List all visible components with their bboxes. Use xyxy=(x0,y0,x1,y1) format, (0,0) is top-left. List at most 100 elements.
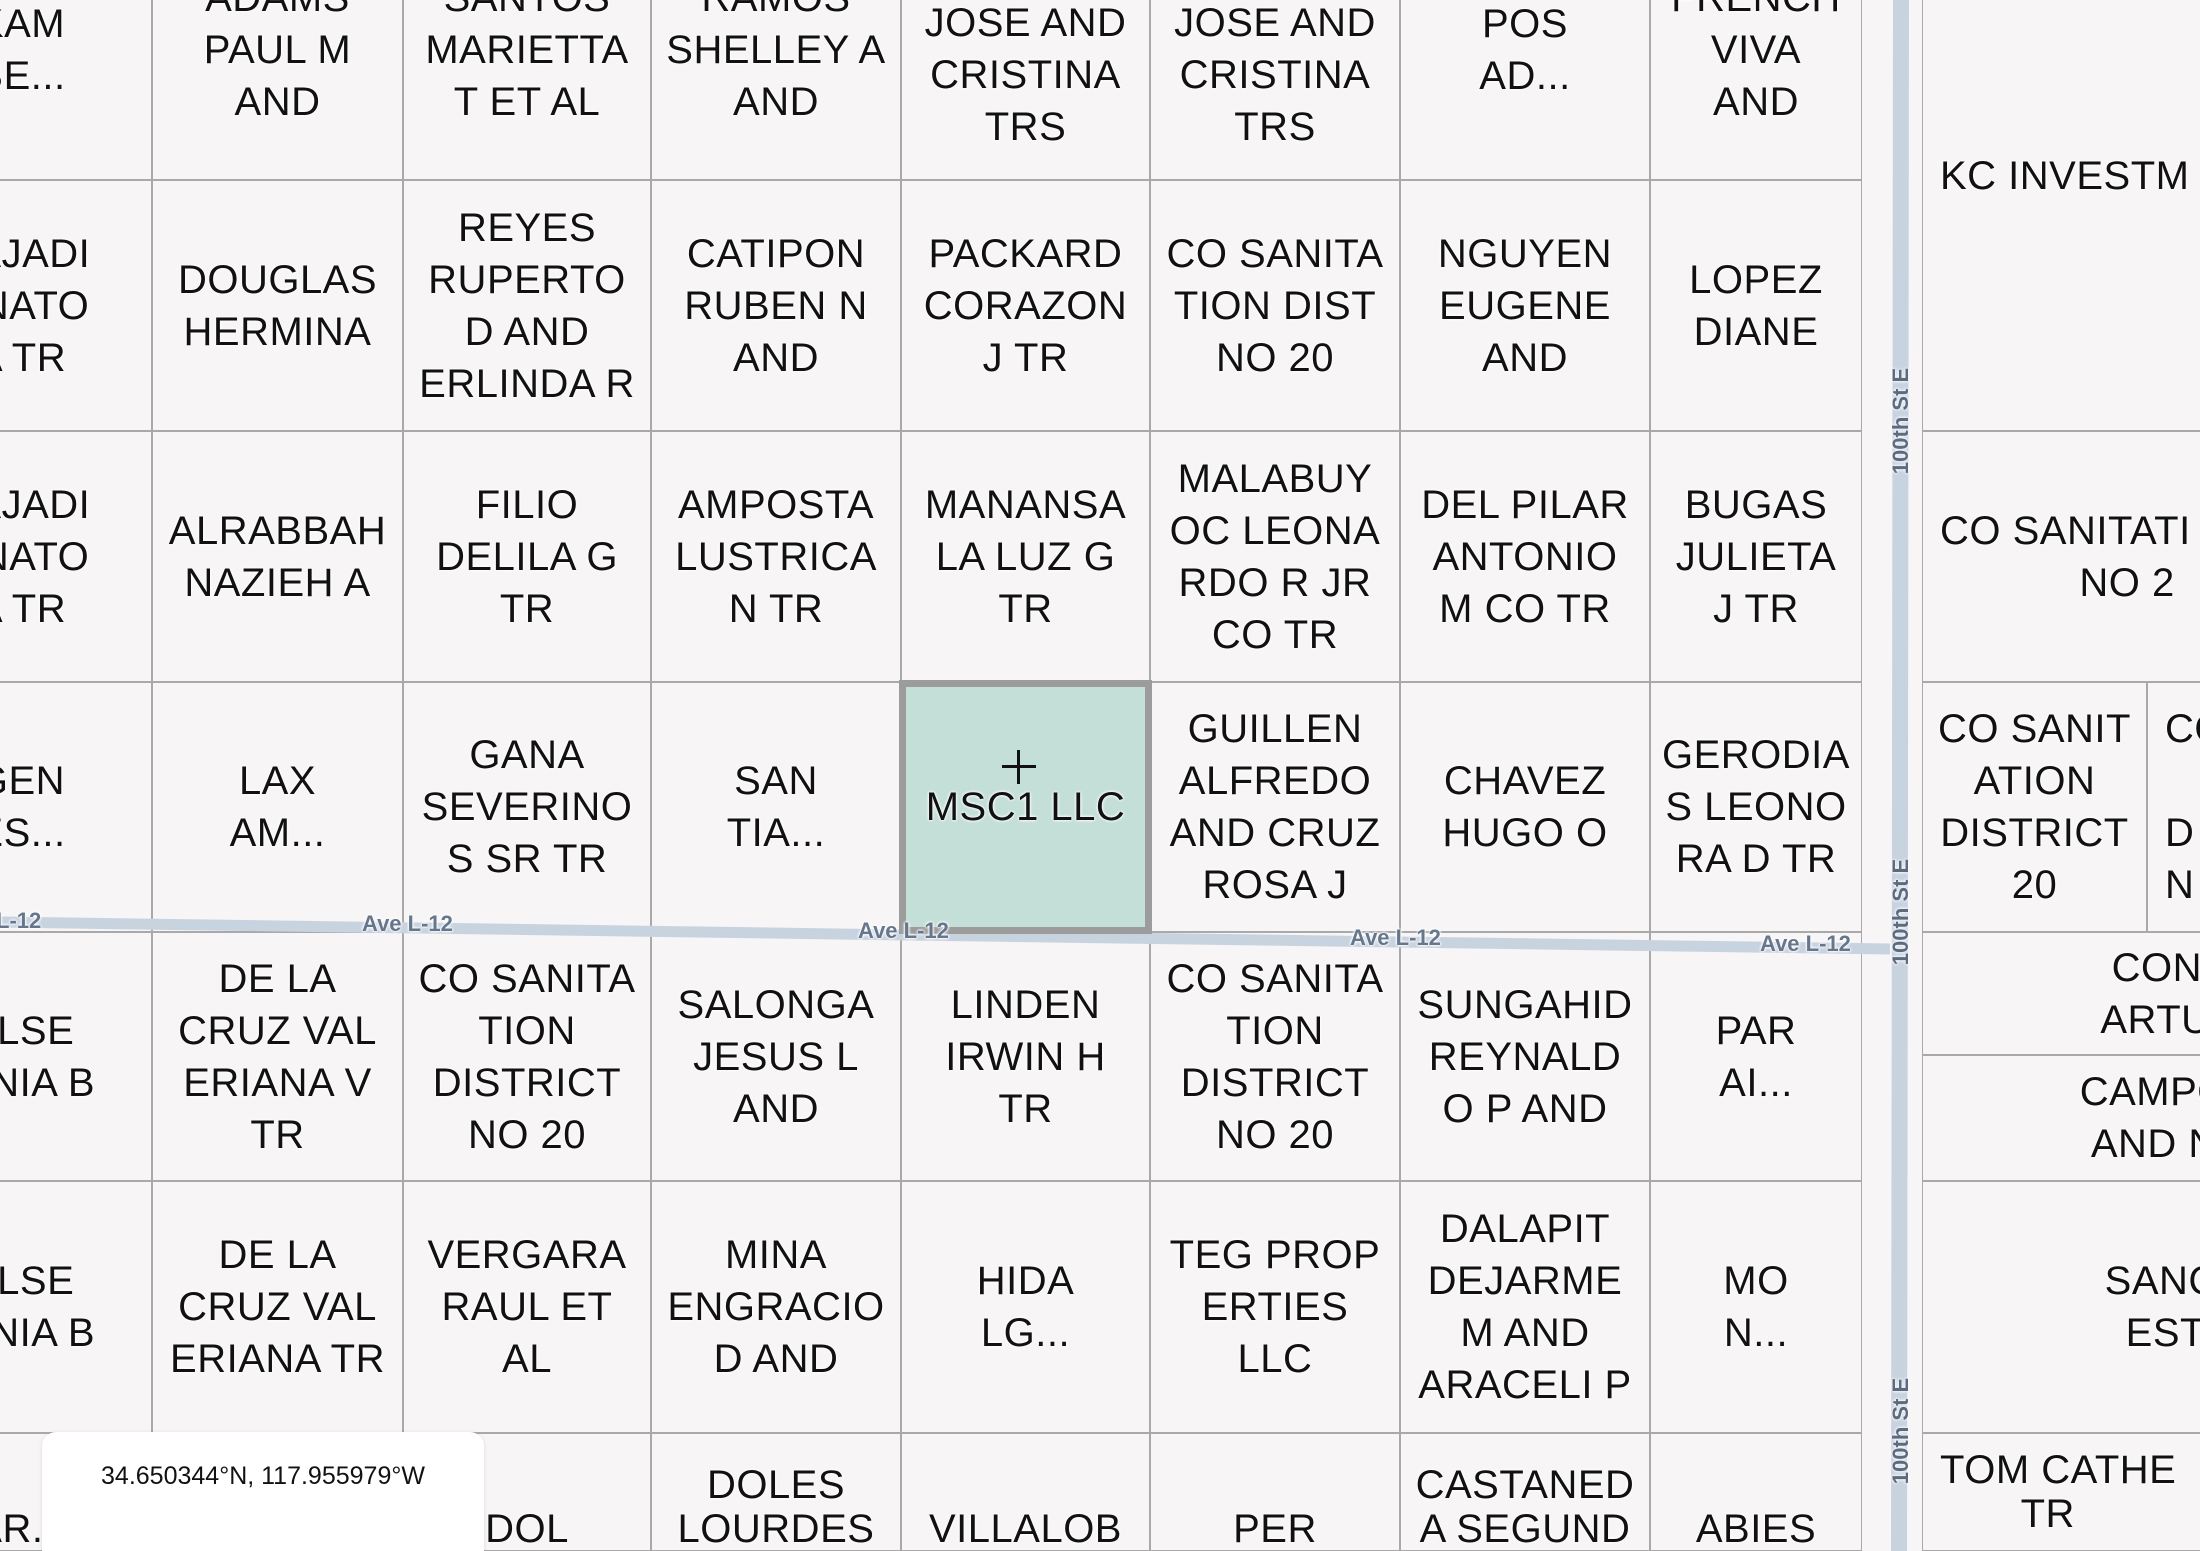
parcel[interactable] xyxy=(0,431,152,682)
parcel[interactable] xyxy=(403,0,651,180)
parcel[interactable] xyxy=(1150,180,1400,431)
parcel-label: CATIPON RUBEN N AND xyxy=(651,180,901,431)
parcel[interactable] xyxy=(1400,0,1650,180)
parcel-label: PAR AI... xyxy=(1650,932,1862,1181)
parcel[interactable] xyxy=(2147,682,2200,932)
parcel-owner-label: LAX AM... xyxy=(229,759,326,855)
parcel[interactable] xyxy=(651,180,901,431)
parcel-owner-label: RAMOS SHELLEY A AND xyxy=(666,0,886,124)
parcel[interactable] xyxy=(1922,682,2147,932)
parcel-label: SANCHEZ ESTATE xyxy=(1922,1181,2200,1433)
road-label-ave-l-12: Ave L-12 xyxy=(858,918,949,943)
parcel-label: KAM BE... xyxy=(0,0,152,180)
parcel[interactable] xyxy=(403,431,651,682)
parcel-label: SAN TIA... xyxy=(651,682,901,932)
parcel-owner-label: VILLALOB xyxy=(928,1507,1122,1551)
parcel-label: BUGAS JULIETA J TR xyxy=(1650,431,1862,682)
parcel-owner-label: GANA SEVERINO S SR TR xyxy=(421,733,633,881)
parcel-owner-label: PACKARD CORAZON J TR xyxy=(923,231,1128,380)
parcel-label: ULSE GINIA B xyxy=(0,1181,152,1433)
parcel-owner-label: SUNGAHID REYNALD O P AND xyxy=(1417,982,1633,1131)
parcel-owner-label: TEG PROP ERTIES LLC xyxy=(1169,1233,1381,1381)
parcel[interactable] xyxy=(1922,932,2200,1055)
crosshair-icon xyxy=(1002,750,1036,784)
parcel-label: CO SANITA TION DIST NO 20 xyxy=(1150,180,1400,431)
parcel[interactable] xyxy=(152,0,403,180)
parcel[interactable] xyxy=(1922,0,2200,431)
parcel[interactable] xyxy=(152,431,403,682)
parcel-owner-label: GEN ES... xyxy=(0,759,66,855)
parcel-owner-label: LOPEZ DIANE xyxy=(1689,257,1823,354)
parcel-label: DE LA CRUZ VAL ERIANA TR xyxy=(152,1181,403,1433)
road-label-ave-l-12: L-12 xyxy=(0,908,42,933)
parcel-label: HIDA LG... xyxy=(901,1181,1150,1433)
parcel-owner-label: HIDA LG... xyxy=(976,1259,1075,1355)
parcel-label: MALABUY OC LEONA RDO R JR CO TR xyxy=(1150,431,1400,682)
parcel-label: CO SANIT ATION DISTRICT 20 xyxy=(1922,682,2147,932)
parcel[interactable] xyxy=(1400,431,1650,682)
parcel-owner-label: FRENCH VIVA AND xyxy=(1671,0,1840,124)
parcel[interactable] xyxy=(403,180,651,431)
parcel[interactable] xyxy=(1150,1181,1400,1433)
parcel[interactable] xyxy=(1922,431,2200,682)
parcel[interactable] xyxy=(1922,1055,2200,1181)
parcel-label: MANANSA LA LUZ G TR xyxy=(901,431,1150,682)
parcel-label: ALRABBAH NAZIEH A xyxy=(152,431,403,682)
parcel[interactable] xyxy=(651,1181,901,1433)
parcel-owner-label: LAJADI ENATO A TR xyxy=(0,231,91,380)
parcel[interactable] xyxy=(651,0,901,180)
road-label-ave-l-12: Ave L-12 xyxy=(362,911,453,936)
parcel-owner-label: CASTANED A SEGUND xyxy=(1415,1463,1635,1551)
parcel-owner-label: GERODIA S LEONO RA D TR xyxy=(1662,733,1850,881)
parcel[interactable] xyxy=(1400,180,1650,431)
parcel[interactable] xyxy=(403,1181,651,1433)
parcel[interactable] xyxy=(1650,180,1862,431)
parcel-label: CASTANED A SEGUND xyxy=(1400,1433,1650,1551)
parcel-label: MSC1 LLC xyxy=(901,682,1150,932)
parcel-label: LAJADI ENATO A TR xyxy=(0,431,152,682)
parcel[interactable] xyxy=(1650,1181,1862,1433)
parcel-owner-label: MINA ENGRACIO D AND xyxy=(667,1233,885,1381)
parcel[interactable] xyxy=(901,180,1150,431)
parcel-owner-label: FILIO DELILA G TR xyxy=(436,482,618,631)
parcel-label: DOUGLAS HERMINA xyxy=(152,180,403,431)
parcel-label: KC INVESTM xyxy=(1922,0,2200,431)
parcel[interactable] xyxy=(1922,1181,2200,1433)
parcel[interactable] xyxy=(901,0,1150,180)
parcel-label: CO SANITA TION DISTRICT NO 20 xyxy=(403,932,651,1181)
parcel-owner-label: ADAMS PAUL M AND xyxy=(203,0,352,124)
parcel[interactable] xyxy=(1650,431,1862,682)
parcel[interactable] xyxy=(1150,0,1400,180)
parcel-owner-label: ULSE GINIA B xyxy=(0,1008,95,1105)
parcel-owner-label: PAR AI... xyxy=(1715,1008,1797,1105)
parcel-owner-label: CO SANITA TION DISTRICT NO 20 xyxy=(418,956,636,1157)
parcel[interactable] xyxy=(1650,0,1862,180)
parcel[interactable] xyxy=(0,180,152,431)
parcel-owner-label: DEL PILAR ANTONIO M CO TR xyxy=(1421,482,1629,631)
parcel[interactable] xyxy=(152,180,403,431)
parcel-label: LAJADI ENATO A TR xyxy=(0,180,152,431)
parcel-label: JOSE AND CRISTINA TRS xyxy=(901,0,1150,205)
parcel-label: ADAMS PAUL M AND xyxy=(152,0,403,180)
parcel-label: VILLALOB xyxy=(901,1433,1150,1551)
parcel-owner-label: JOSE AND CRISTINA TRS xyxy=(1174,1,1376,149)
parcel-label: DOLES LOURDES xyxy=(651,1433,901,1551)
parcel-owner-label: GUILLEN ALFREDO AND CRUZ ROSA J xyxy=(1169,707,1381,907)
parcel[interactable] xyxy=(1150,431,1400,682)
parcel-owner-label: TOM CATHE TR xyxy=(1940,1448,2177,1536)
parcel-owner-label: DOL xyxy=(485,1507,569,1551)
parcel-label: CHAVEZ HUGO O xyxy=(1400,682,1650,932)
parcel-owner-label: CATIPON RUBEN N AND xyxy=(684,231,868,380)
parcel-label: MINA ENGRACIO D AND xyxy=(651,1181,901,1433)
parcel-owner-label: CO SANITA TION DISTRICT NO 20 xyxy=(1166,956,1384,1157)
selected-parcel[interactable] xyxy=(899,680,1152,934)
parcel[interactable] xyxy=(1400,1181,1650,1433)
parcel[interactable] xyxy=(651,431,901,682)
parcel[interactable] xyxy=(0,0,152,180)
parcel-owner-label: CAMPOS NA AND NIMFA xyxy=(2079,1070,2200,1166)
parcel-owner-label: KC INVESTM xyxy=(1940,153,2190,198)
parcel-owner-label: DE LA CRUZ VAL ERIANA TR xyxy=(170,1233,385,1381)
parcel-owner-label: CO D N xyxy=(2165,707,2200,907)
parcel[interactable] xyxy=(901,1181,1150,1433)
